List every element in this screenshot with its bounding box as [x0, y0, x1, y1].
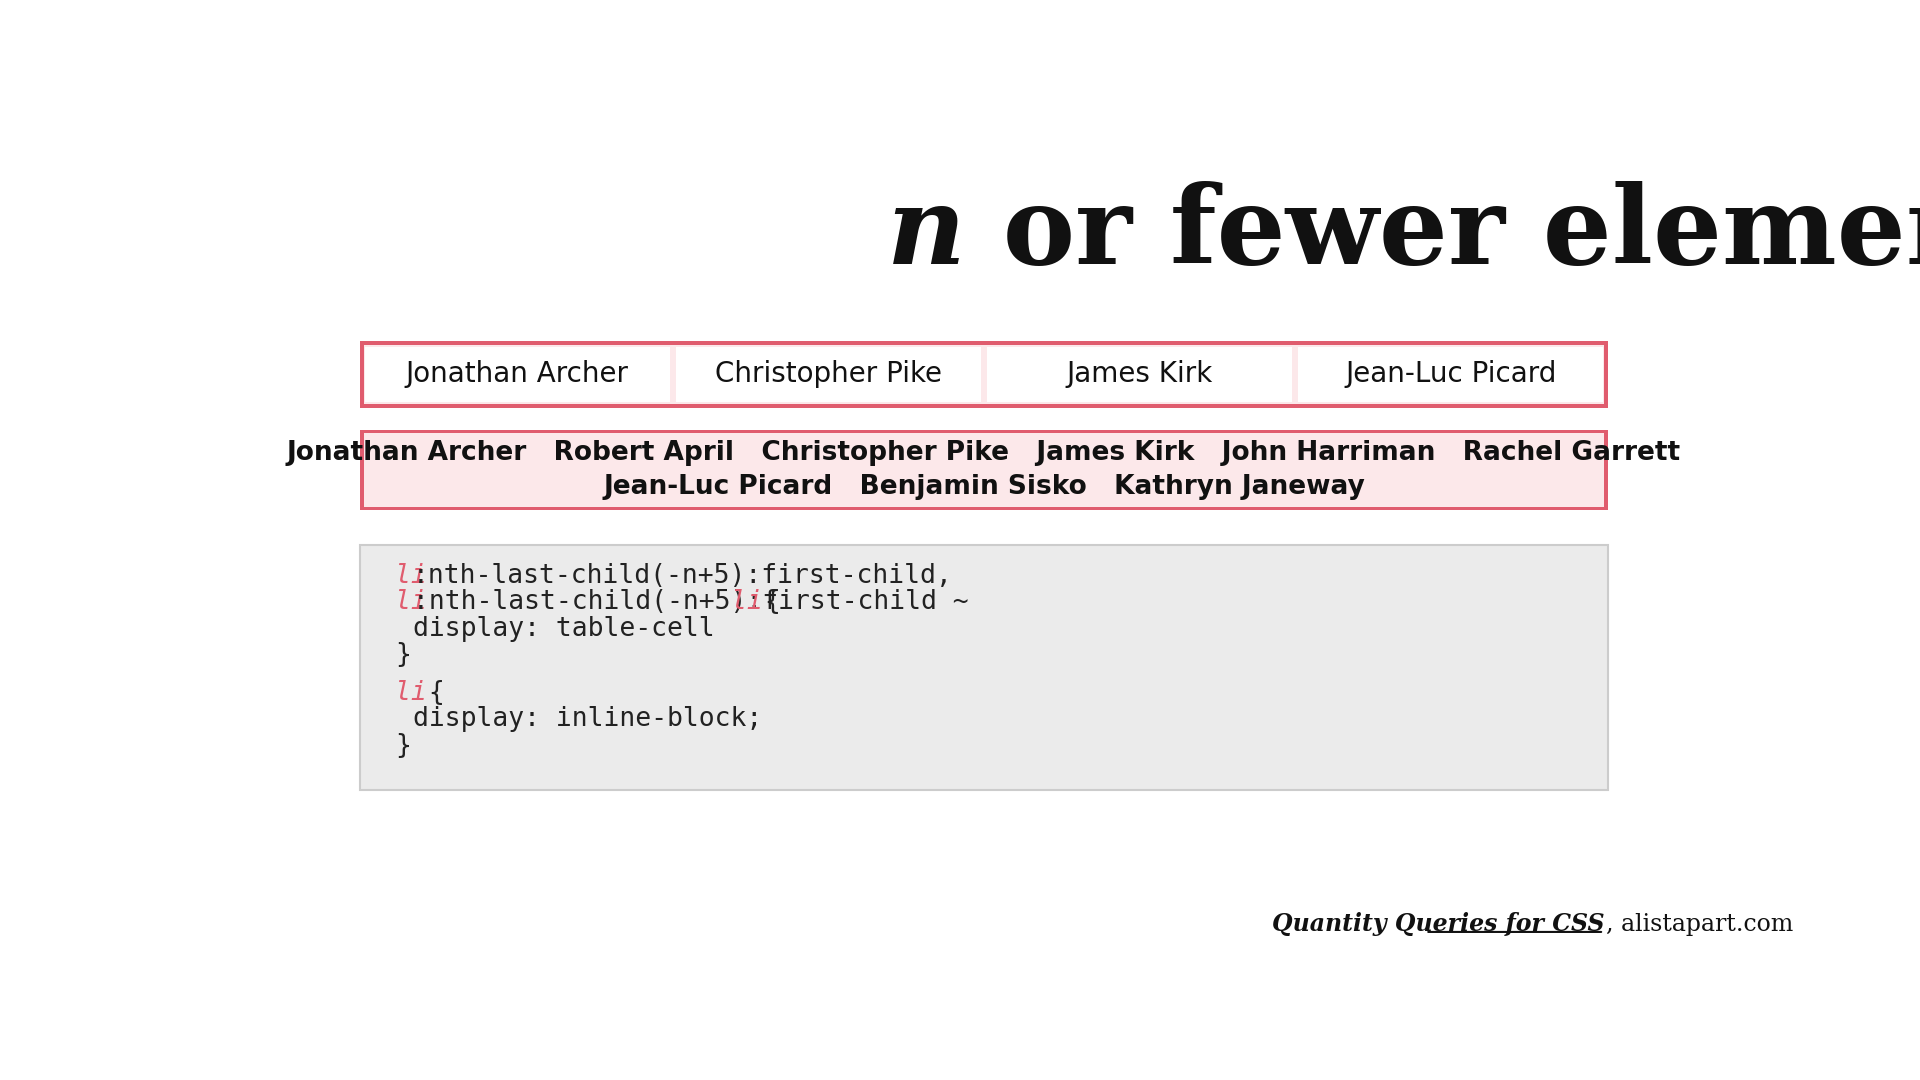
Text: Jonathan Archer: Jonathan Archer: [405, 361, 628, 389]
Text: , alistapart.com: , alistapart.com: [1607, 913, 1793, 935]
Text: display: inline-block;: display: inline-block;: [413, 706, 762, 732]
Text: :nth-last-child(-n+5):first-child,: :nth-last-child(-n+5):first-child,: [413, 563, 952, 590]
Text: or fewer elements: or fewer elements: [966, 180, 1920, 286]
FancyBboxPatch shape: [365, 347, 670, 402]
Text: Jean-Luc Picard   Benjamin Sisko   Kathryn Janeway: Jean-Luc Picard Benjamin Sisko Kathryn J…: [603, 474, 1365, 500]
Text: li: li: [396, 680, 426, 706]
Text: li: li: [396, 590, 426, 616]
Text: }: }: [396, 642, 411, 667]
FancyBboxPatch shape: [361, 430, 1607, 511]
FancyBboxPatch shape: [987, 347, 1292, 402]
FancyBboxPatch shape: [365, 346, 1603, 404]
FancyBboxPatch shape: [676, 347, 981, 402]
Text: Jean-Luc Picard: Jean-Luc Picard: [1346, 361, 1557, 389]
Text: {: {: [413, 680, 444, 706]
FancyBboxPatch shape: [1298, 347, 1603, 402]
Text: li: li: [396, 563, 426, 590]
Text: {: {: [749, 590, 781, 616]
Text: }: }: [396, 732, 411, 758]
Text: Jonathan Archer   Robert April   Christopher Pike   James Kirk   John Harriman  : Jonathan Archer Robert April Christopher…: [286, 440, 1682, 465]
Text: n: n: [887, 180, 966, 286]
Text: Christopher Pike: Christopher Pike: [714, 361, 943, 389]
FancyBboxPatch shape: [361, 545, 1607, 791]
FancyBboxPatch shape: [365, 433, 1603, 507]
Text: :nth-last-child(-n+5):first-child ~: :nth-last-child(-n+5):first-child ~: [413, 590, 985, 616]
Text: display: table-cell: display: table-cell: [413, 616, 714, 642]
Text: James Kirk: James Kirk: [1066, 361, 1213, 389]
Text: li: li: [732, 590, 762, 616]
FancyBboxPatch shape: [361, 341, 1607, 407]
Text: Quantity Queries for CSS: Quantity Queries for CSS: [1271, 913, 1603, 936]
